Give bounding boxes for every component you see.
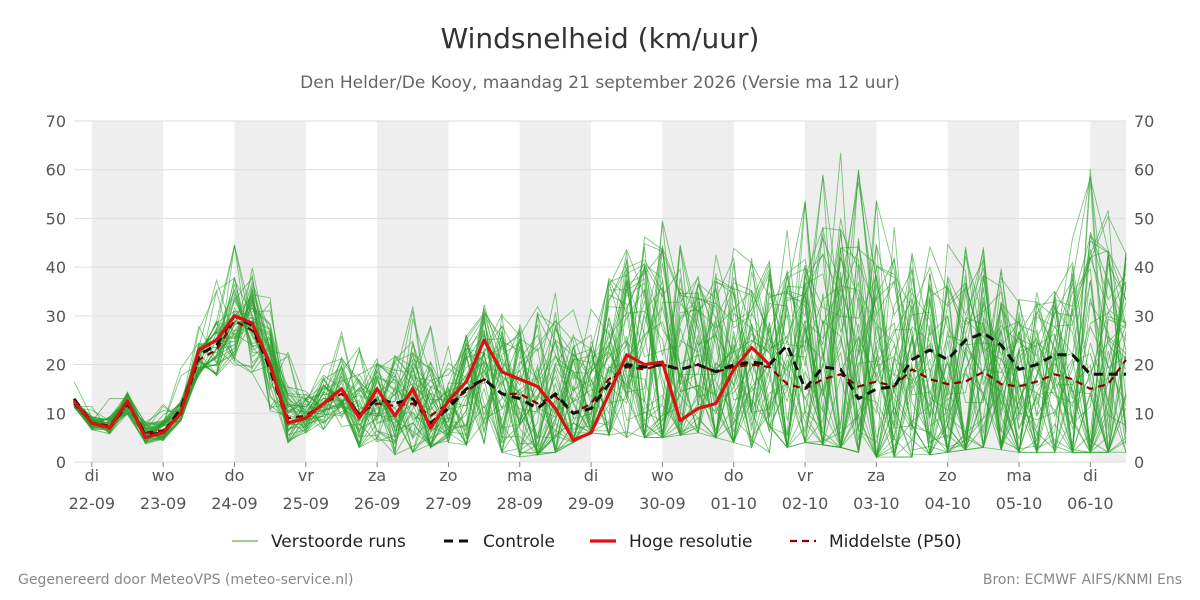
y-axis-right: 0 10 20 30 40 50 60 70 [1134,112,1154,472]
x-tick-day: wo [651,466,674,485]
x-tick-date: 04-10 [924,494,971,513]
x-tick-day: di [85,466,100,485]
chart-subtitle: Den Helder/De Kooy, maandag 21 september… [300,73,900,93]
ensemble-member-line [73,170,1127,458]
ensemble-member-line [73,181,1127,456]
ensemble-member-line [73,267,1127,454]
y-tick-label-right: 40 [1134,258,1154,277]
x-tick-day: do [724,466,744,485]
highres-line [72,314,771,442]
footer-credit: Gegenereerd door MeteoVPS (meteo-service… [18,572,354,588]
y-tick-label-right: 70 [1134,112,1154,131]
y-tick-label-right: 50 [1134,209,1154,228]
x-tick-date: 25-09 [283,494,330,513]
ensemble-member-line [73,169,1127,449]
y-tick-label: 10 [46,404,66,423]
x-tick-date: 28-09 [497,494,544,513]
y-tick-label: 0 [56,453,66,472]
x-tick-date: 22-09 [69,494,116,513]
x-tick-day: za [368,466,386,485]
ensemble-members [73,152,1127,459]
x-tick-day: vr [797,466,813,485]
ensemble-member-line [73,202,1127,455]
median-line [73,319,1127,434]
y-tick-label-right: 10 [1134,404,1154,423]
x-tick-date: 27-09 [425,494,472,513]
x-tick-date: 29-09 [568,494,615,513]
x-tick-date: 30-09 [639,494,686,513]
x-tick-day: ma [507,466,532,485]
y-tick-label: 20 [46,356,66,375]
ensemble-member-line [73,218,1127,458]
legend: Verstoorde runs Controle Hoge resolutie Mid… [232,532,962,552]
x-tick-date: 06-10 [1067,494,1114,513]
y-tick-label: 30 [46,307,66,326]
main-series [72,314,1127,442]
x-tick-day: wo [152,466,175,485]
ensemble-member-line [73,174,1127,454]
x-tick-date: 24-09 [211,494,258,513]
x-tick-day: do [224,466,244,485]
legend-label: Hoge resolutie [629,532,753,552]
y-tick-label: 60 [46,161,66,180]
y-tick-label: 50 [46,209,66,228]
x-tick-date: 26-09 [354,494,401,513]
y-tick-label-right: 0 [1134,453,1144,472]
x-tick-day: zo [439,466,457,485]
x-tick-day: vr [298,466,314,485]
y-tick-label-right: 30 [1134,307,1154,326]
x-tick-date: 02-10 [782,494,829,513]
x-tick-date: 23-09 [140,494,187,513]
legend-label: Verstoorde runs [271,532,406,552]
x-axis: di 22-09 wo 23-09 do 24-09 vr 25-09 za 26-09 zo 27-… [69,462,1114,513]
ensemble-member-line [73,227,1127,459]
x-tick-day: di [584,466,599,485]
ensemble-member-line [73,265,1127,453]
y-axis-left: 0 10 20 30 40 50 60 70 [46,112,66,472]
y-tick-label: 70 [46,112,66,131]
wind-speed-chart: 0 10 20 30 40 50 60 70 0 10 20 30 40 50 60 70 di 22-09 w… [46,112,1155,552]
x-tick-day: ma [1006,466,1031,485]
x-tick-date: 05-10 [996,494,1043,513]
x-tick-day: zo [939,466,957,485]
y-tick-label: 40 [46,258,66,277]
legend-label: Controle [483,532,555,552]
chart-title: Windsnelheid (km/uur) [440,22,760,55]
ensemble-member-line [73,277,1127,458]
x-tick-day: di [1083,466,1098,485]
x-tick-date: 03-10 [853,494,900,513]
x-tick-day: za [867,466,885,485]
y-tick-label-right: 20 [1134,356,1154,375]
y-tick-label-right: 60 [1134,161,1154,180]
control-line [72,314,1126,437]
legend-label: Middelste (P50) [829,532,962,552]
footer-source: Bron: ECMWF AIFS/KNMI Ens [982,572,1182,588]
x-tick-date: 01-10 [710,494,757,513]
